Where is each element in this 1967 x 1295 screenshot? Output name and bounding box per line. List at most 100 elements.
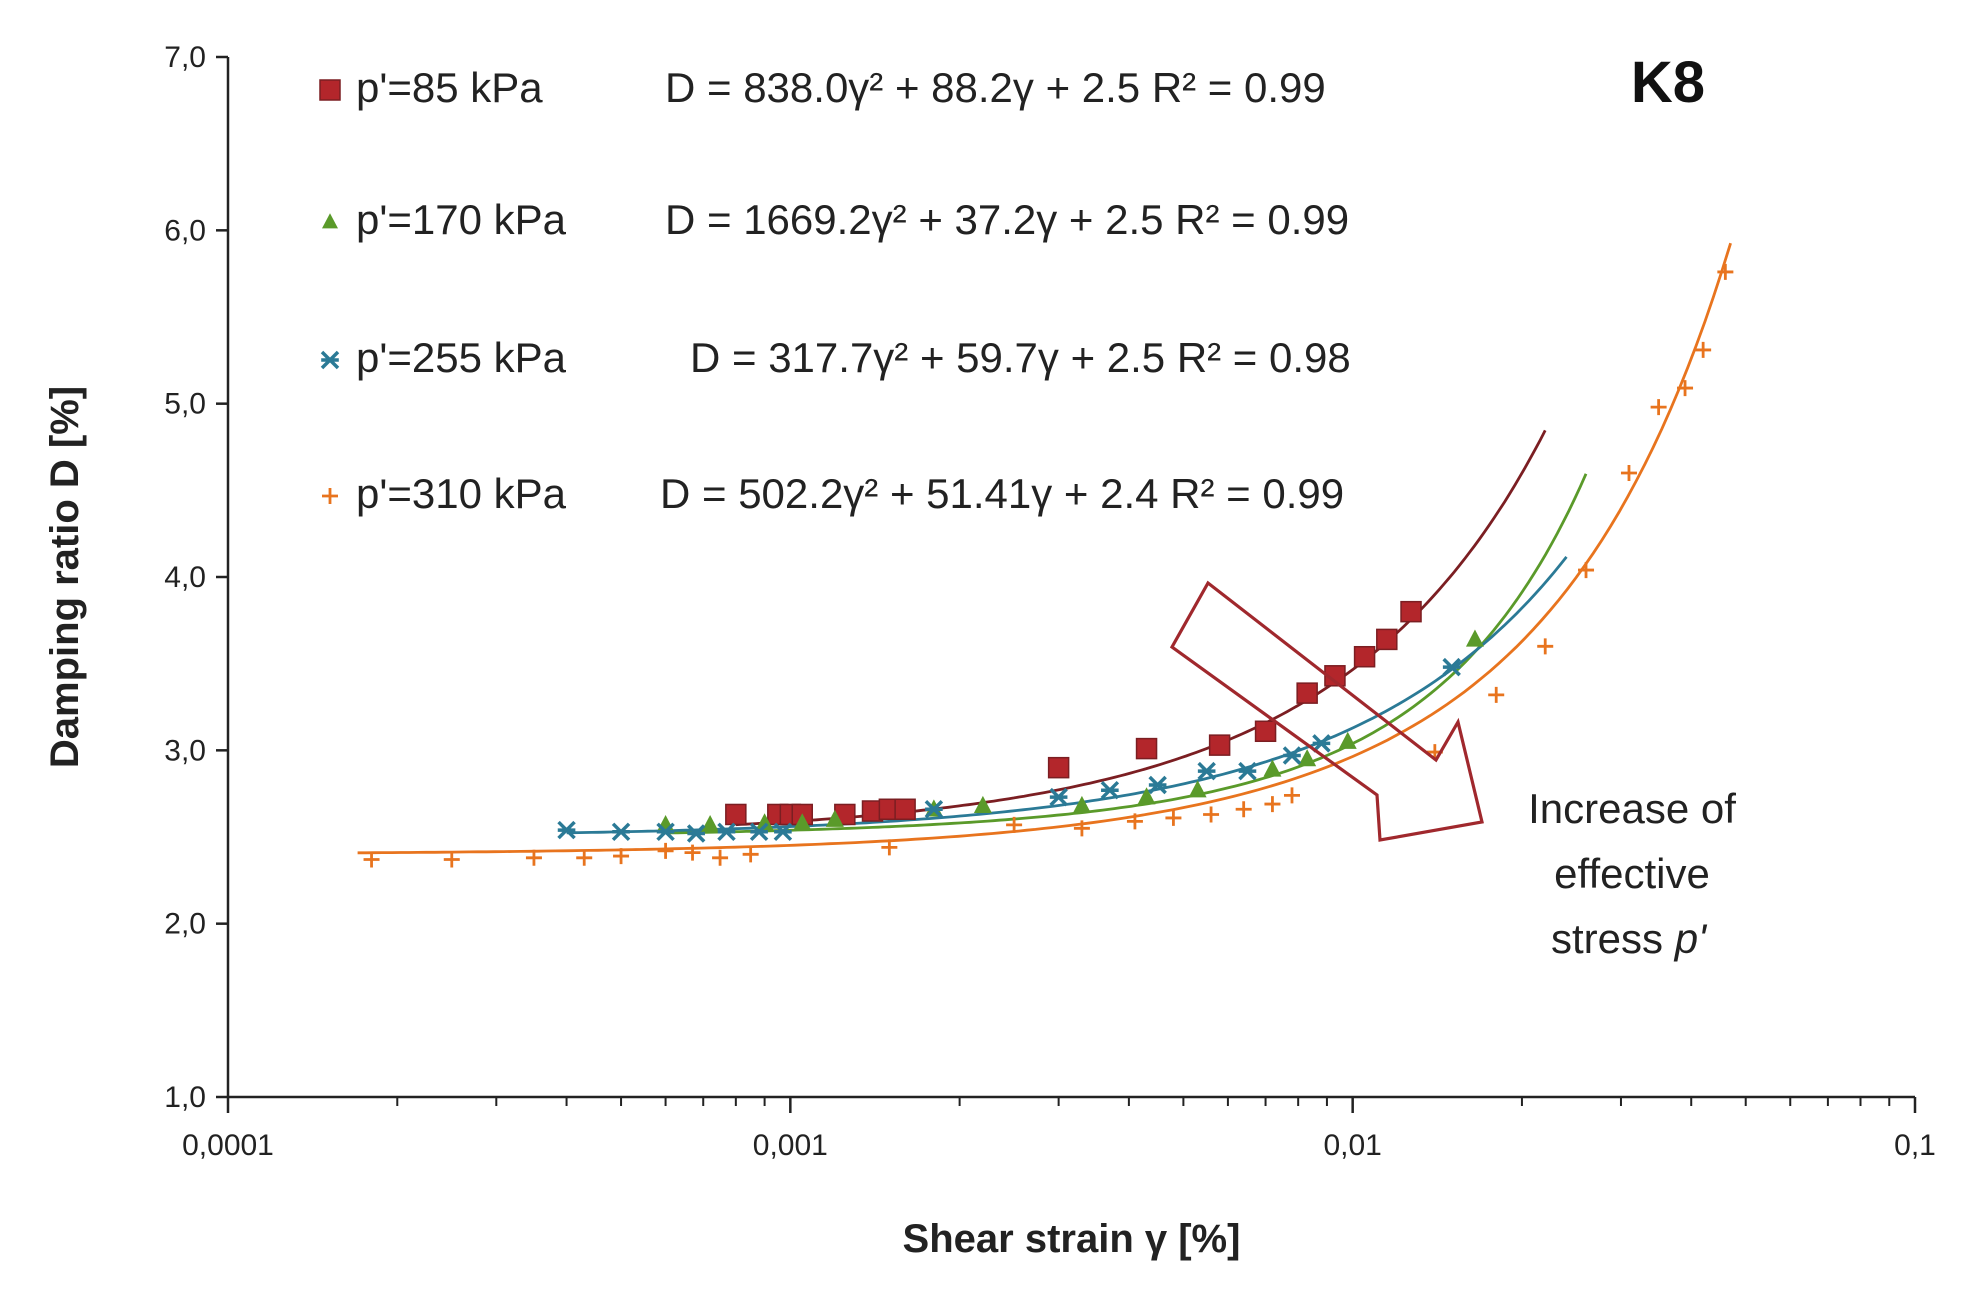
data-points [363,263,1734,868]
x-tick-label: 0,001 [753,1129,828,1162]
data-point [1203,806,1220,823]
legend-marker [319,79,341,101]
data-point [1137,787,1156,805]
series-3-points [363,263,1734,868]
data-point [686,824,706,843]
data-point [576,849,593,866]
data-point [1338,731,1357,749]
data-point [1135,737,1158,760]
data-point [881,839,898,856]
series-2-points [557,657,1461,843]
y-axis-title: Damping ratio D [%] [43,386,87,768]
data-point [1006,816,1023,833]
legend-entry-3: p'=310 kPa D = 502.2γ² + 51.41γ + 2.4 R² … [322,470,1344,517]
data-point [1578,562,1595,579]
legend: p'=85 kPa D = 838.0γ² + 88.2γ + 2.5 R² = … [319,64,1351,517]
fit-equation: D = 502.2γ² + 51.41γ + 2.4 R² = 0.99 [660,470,1344,517]
legend-marker [322,488,338,504]
fit-curve-3 [357,242,1732,855]
data-point [701,814,720,833]
annotation-line-2: stress p' [1551,915,1708,962]
data-point [525,849,542,866]
data-point [656,822,675,842]
data-point [725,803,747,826]
data-point [1296,682,1318,704]
data-point [443,851,460,868]
data-point [657,842,674,859]
data-point [1312,734,1331,753]
data-point [1188,780,1207,798]
fit-equation: D = 1669.2γ² + 37.2γ + 2.5 R² = 0.99 [665,196,1349,243]
annotation-line-0: Increase of [1528,785,1736,832]
legend-label: p'=85 kPa [356,64,543,111]
data-point [1047,756,1070,779]
y-tick-label: 6,0 [164,214,206,247]
data-point [1238,761,1257,781]
data-point [1100,780,1120,800]
data-point [749,822,769,842]
x-tick-label: 0,1 [1894,1129,1936,1162]
y-tick-label: 3,0 [164,734,206,767]
legend-label: p'=170 kPa [356,196,567,243]
data-point [1197,761,1216,781]
data-point [717,822,736,842]
data-point [1400,600,1422,623]
data-point [363,851,380,868]
data-point [825,809,844,827]
annotation-line-1: effective [1554,850,1710,897]
y-tick-label: 2,0 [164,908,206,941]
data-point [1695,341,1712,358]
data-point [1650,399,1667,416]
x-tick-label: 0,01 [1323,1129,1381,1162]
fit-curve-1 [665,473,1588,835]
y-tick-label: 1,0 [164,1081,206,1114]
data-point [1283,787,1300,804]
data-point [1298,749,1317,767]
data-point [755,813,774,831]
data-point [1537,638,1554,655]
fit-equation: D = 317.7γ² + 59.7γ + 2.5 R² = 0.98 [690,334,1351,381]
data-point [1264,796,1281,813]
panel-label: K8 [1631,50,1705,115]
data-point [1620,465,1637,481]
data-point [613,848,630,865]
data-point [1353,645,1376,668]
data-point [894,798,916,821]
y-tick-label: 5,0 [164,388,206,421]
data-point [684,844,701,861]
data-point [1165,809,1182,826]
data-point [1126,813,1143,830]
legend-entry-0: p'=85 kPa D = 838.0γ² + 88.2γ + 2.5 R² = … [319,64,1326,111]
data-point [1488,686,1505,703]
data-point [611,822,631,842]
data-point [712,849,729,866]
data-point [1717,263,1734,280]
data-point [1376,628,1398,651]
y-tick-label: 7,0 [164,41,206,74]
data-point [1235,801,1252,818]
annotation-symbol: p' [1673,915,1708,962]
legend-marker [322,213,338,229]
data-point [1072,795,1091,813]
data-point [1254,720,1277,743]
legend-label: p'=255 kPa [356,334,567,381]
data-point [1073,820,1090,837]
data-point [1049,787,1068,807]
data-point [557,820,576,840]
data-point [1465,629,1484,647]
fit-equation: D = 838.0γ² + 88.2γ + 2.5 R² = 0.99 [665,64,1326,111]
stress-arrow [1169,580,1484,842]
legend-entry-2: p'=255 kPa D = 317.7γ² + 59.7γ + 2.5 R² =… [320,334,1351,381]
axes: 1,0 2,0 3,0 4,0 5,0 6,0 7,0 0,0001 0,001 0,01 0,1 S… [43,41,1936,1261]
y-tick-label: 4,0 [164,561,206,594]
data-point [1263,759,1282,777]
x-axis-title: Shear strain γ [%] [903,1217,1241,1261]
legend-entry-1: p'=170 kPa D = 1669.2γ² + 37.2γ + 2.5 R² … [322,196,1349,243]
legend-marker [320,350,340,370]
stress-increase-annotation: Increase of effective stress p' [1169,580,1736,962]
data-point [924,800,944,819]
data-point [1148,775,1167,795]
data-point [742,846,759,863]
data-point [1442,657,1461,677]
data-point [1208,734,1231,756]
